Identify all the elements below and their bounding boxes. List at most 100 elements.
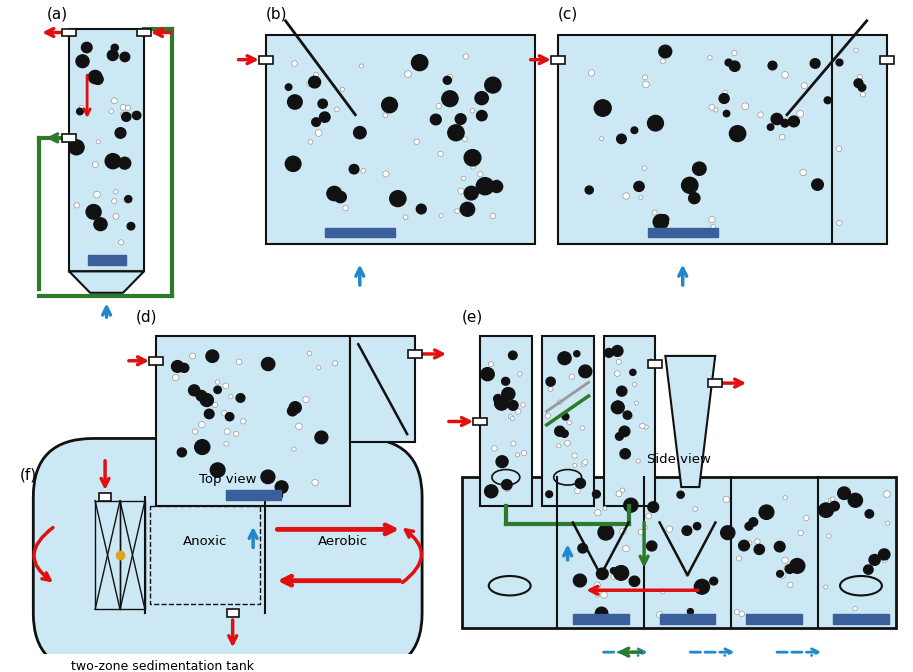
Circle shape <box>616 491 622 497</box>
Circle shape <box>221 411 227 416</box>
Circle shape <box>708 56 712 60</box>
Circle shape <box>318 99 328 108</box>
Circle shape <box>569 374 574 379</box>
Circle shape <box>564 440 571 446</box>
Circle shape <box>754 544 764 554</box>
Circle shape <box>109 109 113 114</box>
Circle shape <box>111 98 117 103</box>
Circle shape <box>475 91 488 105</box>
Circle shape <box>612 345 623 356</box>
Circle shape <box>327 186 341 201</box>
Circle shape <box>646 541 656 551</box>
Polygon shape <box>69 271 144 293</box>
Circle shape <box>582 461 587 466</box>
Circle shape <box>496 456 508 468</box>
Circle shape <box>601 592 607 598</box>
Circle shape <box>604 349 614 358</box>
Circle shape <box>115 128 126 138</box>
Circle shape <box>648 502 658 512</box>
Circle shape <box>79 106 83 110</box>
Bar <box>62 134 76 142</box>
Circle shape <box>275 481 288 493</box>
Bar <box>708 379 722 387</box>
Text: Top view: Top view <box>199 473 257 486</box>
Circle shape <box>334 107 340 112</box>
Text: two-zone sedimentation tank: two-zone sedimentation tank <box>71 660 255 672</box>
Circle shape <box>225 429 230 435</box>
Circle shape <box>734 610 740 615</box>
Bar <box>351 337 415 442</box>
Circle shape <box>574 488 581 493</box>
Circle shape <box>615 433 624 440</box>
Circle shape <box>748 541 752 545</box>
Circle shape <box>439 214 443 218</box>
Circle shape <box>621 390 625 395</box>
Circle shape <box>303 396 310 403</box>
Circle shape <box>767 124 774 130</box>
Circle shape <box>594 100 611 116</box>
Circle shape <box>647 116 664 131</box>
Circle shape <box>515 409 521 414</box>
Circle shape <box>693 162 706 175</box>
Text: Side view: Side view <box>647 454 710 466</box>
Circle shape <box>461 176 466 181</box>
Bar <box>833 614 889 624</box>
Circle shape <box>96 140 100 144</box>
Circle shape <box>81 42 92 52</box>
Circle shape <box>125 196 131 202</box>
Circle shape <box>404 215 408 220</box>
Circle shape <box>119 240 123 245</box>
Circle shape <box>831 497 834 501</box>
Bar <box>648 228 718 237</box>
Circle shape <box>236 394 245 403</box>
Circle shape <box>261 358 275 370</box>
Circle shape <box>810 58 820 69</box>
Circle shape <box>414 139 419 144</box>
Circle shape <box>866 510 874 518</box>
Circle shape <box>588 70 594 76</box>
Circle shape <box>834 503 839 508</box>
Circle shape <box>464 150 481 166</box>
Circle shape <box>121 104 126 110</box>
Circle shape <box>803 515 809 521</box>
Circle shape <box>731 50 737 56</box>
Circle shape <box>286 157 301 171</box>
Circle shape <box>470 108 475 113</box>
Circle shape <box>111 44 119 51</box>
Circle shape <box>460 202 475 216</box>
Circle shape <box>682 526 692 536</box>
Circle shape <box>274 491 282 500</box>
Circle shape <box>477 171 483 177</box>
Text: (c): (c) <box>558 7 578 22</box>
Text: (e): (e) <box>462 310 483 325</box>
Circle shape <box>659 45 672 58</box>
Circle shape <box>737 556 741 561</box>
Circle shape <box>193 429 198 434</box>
Bar <box>266 36 535 244</box>
Circle shape <box>620 528 626 535</box>
Circle shape <box>729 61 740 71</box>
Circle shape <box>132 112 141 120</box>
Circle shape <box>768 61 777 70</box>
Circle shape <box>119 157 131 169</box>
Bar <box>462 477 896 628</box>
Circle shape <box>234 431 239 436</box>
Bar <box>480 337 531 507</box>
Circle shape <box>119 55 123 58</box>
Circle shape <box>444 77 451 84</box>
Text: Anoxic: Anoxic <box>183 534 227 548</box>
Circle shape <box>491 446 498 451</box>
Circle shape <box>292 447 296 451</box>
Circle shape <box>790 558 804 573</box>
Circle shape <box>640 423 645 429</box>
Circle shape <box>745 522 753 530</box>
Circle shape <box>93 75 103 85</box>
Circle shape <box>502 388 515 401</box>
Circle shape <box>714 108 718 112</box>
Circle shape <box>335 192 346 203</box>
Circle shape <box>784 566 789 570</box>
Circle shape <box>390 191 406 206</box>
Circle shape <box>205 409 214 419</box>
FancyBboxPatch shape <box>33 438 422 671</box>
Bar <box>226 610 238 617</box>
